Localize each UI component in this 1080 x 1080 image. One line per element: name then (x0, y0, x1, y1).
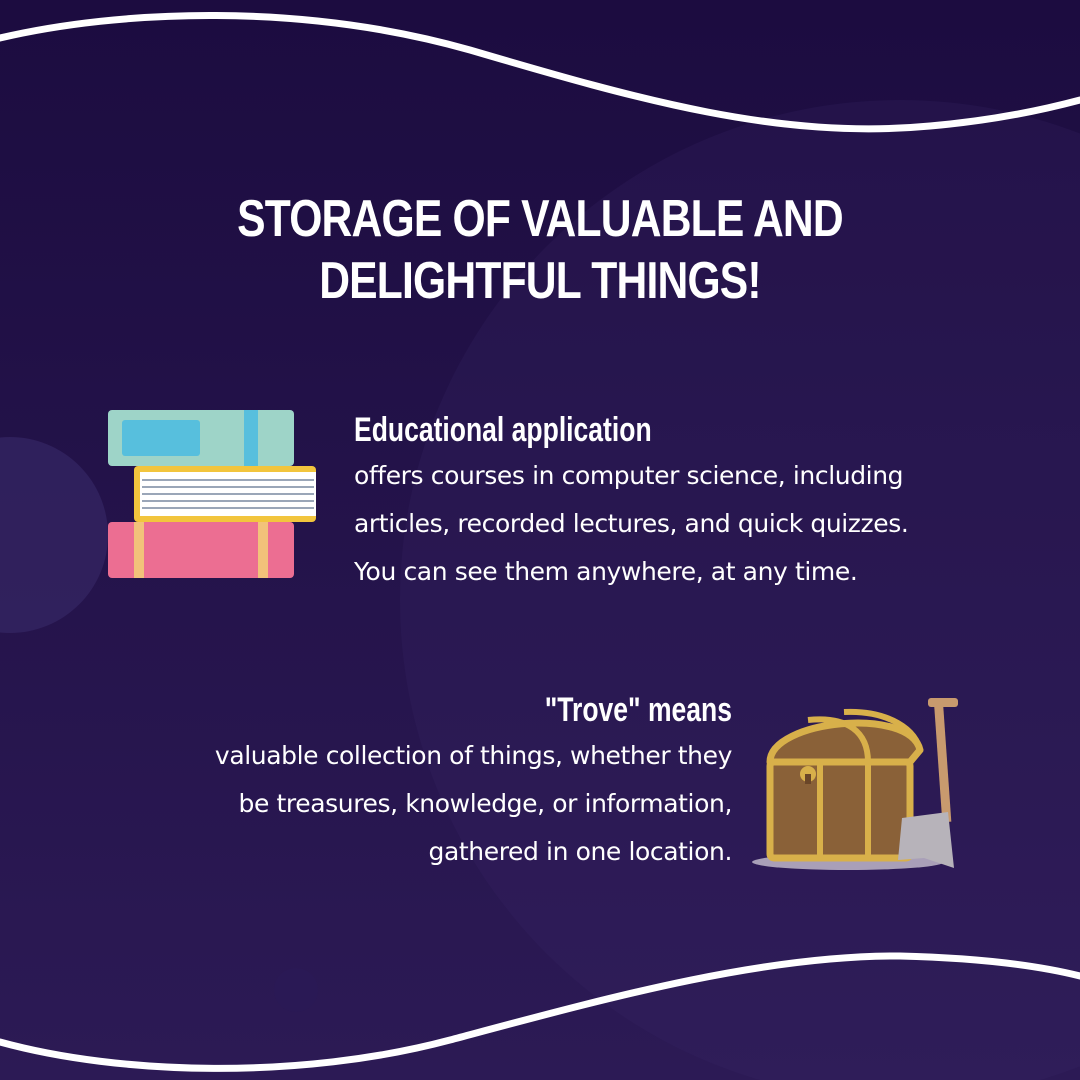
description-line: be treasures, knowledge, or information, (238, 789, 733, 818)
educational-application-section: Educational application offers courses i… (354, 408, 1054, 596)
educational-application-heading: Educational application (354, 411, 652, 449)
description-line: You can see them anywhere, at any time. (354, 557, 858, 586)
description-line: gathered in one location. (428, 837, 733, 866)
description-line: offers courses in computer science, incl… (354, 461, 904, 490)
background-small-circle (274, 968, 318, 1012)
trove-meaning-section: "Trove" means valuable collection of thi… (60, 688, 732, 876)
trove-meaning-heading: "Trove" means (544, 691, 732, 729)
trove-meaning-description: valuable collection of things, whether t… (60, 732, 732, 876)
page-title: STORAGE OF VALUABLE AND DELIGHTFUL THING… (237, 190, 844, 310)
background-left-circle (0, 437, 108, 633)
description-line: valuable collection of things, whether t… (214, 741, 732, 770)
bottom-wave (0, 952, 1080, 1072)
books-stack-icon (108, 410, 316, 578)
educational-application-description: offers courses in computer science, incl… (354, 452, 1054, 596)
top-wave (0, 12, 1080, 133)
treasure-chest-icon (752, 698, 958, 870)
description-line: articles, recorded lectures, and quick q… (354, 509, 909, 538)
